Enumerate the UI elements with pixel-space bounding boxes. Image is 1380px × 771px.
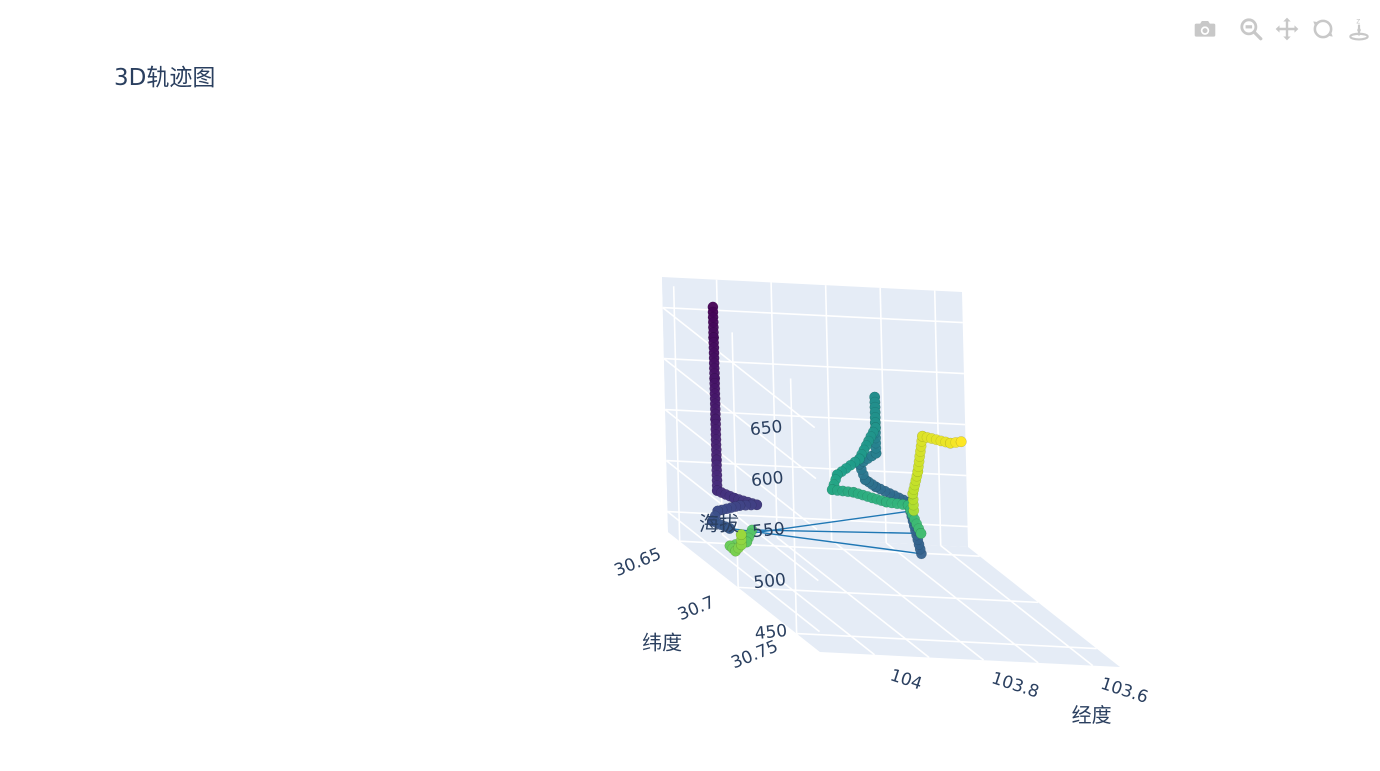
grid-line <box>672 286 681 542</box>
trajectory-marker <box>955 436 967 448</box>
grid-line <box>940 545 1094 667</box>
grid-line <box>770 282 778 538</box>
pan-icon[interactable] <box>1272 14 1302 44</box>
svg-text:z: z <box>1356 17 1360 26</box>
trajectory-marker <box>735 529 747 541</box>
z-tick-label: 600 <box>750 468 784 491</box>
turntable-rotation-icon[interactable]: z <box>1344 14 1374 44</box>
trajectory-marker <box>915 527 927 539</box>
grid-line <box>662 306 816 429</box>
grid-line <box>665 459 819 582</box>
grid-line <box>776 536 930 659</box>
modebar: z <box>1184 14 1374 44</box>
camera-icon[interactable] <box>1190 14 1220 44</box>
grid-line <box>789 378 798 634</box>
grid-line <box>796 632 1097 650</box>
y-axis-title: 纬度 <box>642 630 682 654</box>
trajectory-marker <box>724 522 736 534</box>
grid-line <box>722 534 876 656</box>
grid-line <box>738 586 1039 604</box>
z-tick-label: 500 <box>753 570 787 593</box>
right-wall-pane <box>662 277 968 547</box>
zoom-icon[interactable] <box>1236 14 1266 44</box>
y-tick-label: 30.7 <box>675 592 718 625</box>
z-axis-title: 海拔 <box>699 512 739 536</box>
z-tick-label: 650 <box>749 417 783 440</box>
chart-title: 3D轨迹图 <box>114 65 216 91</box>
z-tick-label: 550 <box>751 519 785 542</box>
grid-line <box>831 539 985 661</box>
grid-line <box>664 408 818 531</box>
grid-line <box>824 285 833 541</box>
z-tick-label: 450 <box>754 621 788 644</box>
grid-line <box>885 542 1039 664</box>
grid-line <box>933 290 942 546</box>
grid-line <box>667 510 821 633</box>
x-tick-label: 103.8 <box>989 668 1041 702</box>
x-tick-label: 104 <box>888 665 925 694</box>
x-axis-title: 经度 <box>1072 703 1112 727</box>
y-tick-label: 30.65 <box>612 544 665 581</box>
grid-line <box>663 357 817 480</box>
orbit-rotation-icon[interactable] <box>1308 14 1338 44</box>
